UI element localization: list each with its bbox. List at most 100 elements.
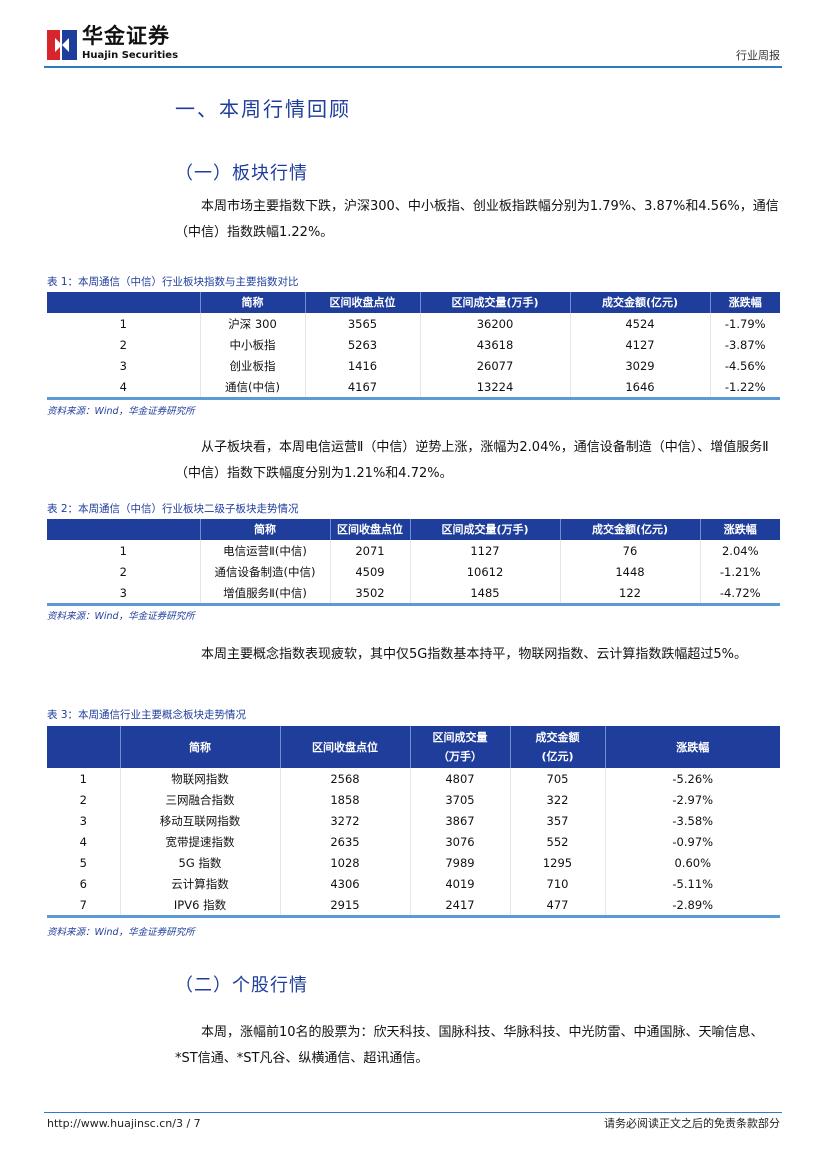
table-cell: 2417 bbox=[409, 894, 510, 917]
column-header: 区间收盘点位 bbox=[279, 726, 410, 768]
table-cell: 2071 bbox=[329, 540, 410, 561]
table-cell: 13224 bbox=[419, 376, 570, 399]
table-cell: 4509 bbox=[329, 561, 410, 582]
table-cell: 26077 bbox=[419, 355, 570, 376]
table-row: 4 宽带提速指数 2635 3076 552 -0.97% bbox=[47, 831, 780, 852]
table-cell: 36200 bbox=[419, 313, 570, 334]
table-cell: 477 bbox=[509, 894, 605, 917]
column-header: 简称 bbox=[199, 519, 330, 540]
column-header: 区间收盘点位 bbox=[329, 519, 410, 540]
table-cell: 电信运营Ⅱ(中信) bbox=[199, 540, 330, 561]
table-cell: 物联网指数 bbox=[119, 768, 280, 789]
table-cell: 10612 bbox=[409, 561, 560, 582]
table-cell: 3 bbox=[119, 585, 127, 600]
column-header: 区间收盘点位 bbox=[304, 292, 420, 313]
footer-disclaimer: 请务必阅读正文之后的免责条款部分 bbox=[604, 1117, 780, 1130]
footer-link[interactable]: http://www.huajinsc.cn/3 / 7 bbox=[47, 1117, 201, 1130]
logo-subtext: Huajin Securities bbox=[82, 50, 179, 61]
table-cell: -5.26% bbox=[604, 768, 780, 789]
table-cell: 通信(中信) bbox=[199, 376, 305, 399]
sub-sector-table: 简称 区间收盘点位 区间成交量(万手) 成交金额(亿元) 涨跌幅 1 电信运营Ⅱ(中信) 20… bbox=[47, 519, 780, 606]
table-cell: -1.79% bbox=[709, 313, 780, 334]
table-row: 6 云计算指数 4306 4019 710 -5.11% bbox=[47, 873, 780, 894]
table-cell: 创业板指 bbox=[199, 355, 305, 376]
table-source: 资料来源：Wind，华金证券研究所 bbox=[47, 927, 195, 938]
table-cell: 宽带提速指数 bbox=[119, 831, 280, 852]
table-cell: 2568 bbox=[279, 768, 410, 789]
table-cell: 357 bbox=[509, 810, 605, 831]
table-caption: 表 2：本周通信（中信）行业板块二级子板块走势情况 bbox=[47, 503, 299, 515]
table-cell: -2.97% bbox=[604, 789, 780, 810]
table-cell: 5G 指数 bbox=[119, 852, 280, 873]
footer-divider bbox=[44, 1112, 782, 1113]
table-cell: 增值服务Ⅱ(中信) bbox=[199, 582, 330, 605]
table-row: 7 IPV6 指数 2915 2417 477 -2.89% bbox=[47, 894, 780, 917]
table-cell: 3867 bbox=[409, 810, 510, 831]
table-cell: 1 bbox=[79, 771, 87, 786]
table-cell: 通信设备制造(中信) bbox=[199, 561, 330, 582]
table-cell: 移动互联网指数 bbox=[119, 810, 280, 831]
table-cell: 4524 bbox=[569, 313, 710, 334]
table-row: 5 5G 指数 1028 7989 1295 0.60% bbox=[47, 852, 780, 873]
index-comparison-table: 简称 区间收盘点位 区间成交量(万手) 成交金额(亿元) 涨跌幅 1 沪深 300 3565 3… bbox=[47, 292, 780, 400]
table-cell: 3272 bbox=[279, 810, 410, 831]
column-header: 区间成交量(万手) bbox=[409, 519, 560, 540]
table-cell: 3076 bbox=[409, 831, 510, 852]
table-cell: 2 bbox=[119, 337, 127, 352]
column-header: 成交金额 (亿元) bbox=[509, 726, 605, 768]
column-header: 涨跌幅 bbox=[709, 292, 780, 313]
table-cell: 322 bbox=[509, 789, 605, 810]
table-cell: 5 bbox=[79, 855, 87, 870]
table-row: 2 三网融合指数 1858 3705 322 -2.97% bbox=[47, 789, 780, 810]
table-cell: 2 bbox=[119, 564, 127, 579]
table-cell: -3.58% bbox=[604, 810, 780, 831]
table-cell: 1858 bbox=[279, 789, 410, 810]
table-cell: -1.21% bbox=[699, 561, 780, 582]
logo-icon bbox=[47, 30, 77, 60]
logo-text: 华金证券 bbox=[82, 24, 170, 48]
table-cell: 4 bbox=[79, 834, 87, 849]
table-cell: 2635 bbox=[279, 831, 410, 852]
table-cell: 4 bbox=[119, 379, 127, 394]
table-cell: 1 bbox=[119, 316, 127, 331]
column-header: 简称 bbox=[199, 292, 305, 313]
table-cell: 705 bbox=[509, 768, 605, 789]
table-cell: 76 bbox=[559, 540, 700, 561]
table-cell: -3.87% bbox=[709, 334, 780, 355]
table-cell: 4807 bbox=[409, 768, 510, 789]
table-cell: 1 bbox=[119, 543, 127, 558]
table-cell: 3565 bbox=[304, 313, 420, 334]
table-cell: 710 bbox=[509, 873, 605, 894]
column-header: 涨跌幅 bbox=[699, 519, 780, 540]
subsection-title: （二）个股行情 bbox=[175, 975, 308, 996]
table-cell: 1448 bbox=[559, 561, 700, 582]
table-cell: 7989 bbox=[409, 852, 510, 873]
column-header: 区间成交量(万手) bbox=[419, 292, 570, 313]
column-header: 成交金额(亿元) bbox=[569, 292, 710, 313]
table-cell: 1646 bbox=[569, 376, 710, 399]
table-cell: 1485 bbox=[409, 582, 560, 605]
table-cell: 中小板指 bbox=[199, 334, 305, 355]
table-cell: 2915 bbox=[279, 894, 410, 917]
column-header: 成交金额(亿元) bbox=[559, 519, 700, 540]
table-cell: -5.11% bbox=[604, 873, 780, 894]
table-cell: 6 bbox=[79, 876, 87, 891]
section-title: 一、本周行情回顾 bbox=[175, 97, 351, 121]
table-cell: -4.72% bbox=[699, 582, 780, 605]
table-cell: -4.56% bbox=[709, 355, 780, 376]
table-row: 3 创业板指 1416 26077 3029 -4.56% bbox=[47, 355, 780, 376]
table-caption: 表 1：本周通信（中信）行业板块指数与主要指数对比 bbox=[47, 276, 299, 288]
table-cell: 1028 bbox=[279, 852, 410, 873]
table-row: 2 中小板指 5263 43618 4127 -3.87% bbox=[47, 334, 780, 355]
column-header bbox=[47, 292, 200, 313]
table-cell: 4127 bbox=[569, 334, 710, 355]
column-header: 简称 bbox=[119, 726, 280, 768]
table-cell: 4306 bbox=[279, 873, 410, 894]
table-cell: 1416 bbox=[304, 355, 420, 376]
column-header: 区间成交量 （万手） bbox=[409, 726, 510, 768]
table-cell: 3502 bbox=[329, 582, 410, 605]
table-row: 3 移动互联网指数 3272 3867 357 -3.58% bbox=[47, 810, 780, 831]
table-cell: 3 bbox=[79, 813, 87, 828]
table-row: 4 通信(中信) 4167 13224 1646 -1.22% bbox=[47, 376, 780, 399]
